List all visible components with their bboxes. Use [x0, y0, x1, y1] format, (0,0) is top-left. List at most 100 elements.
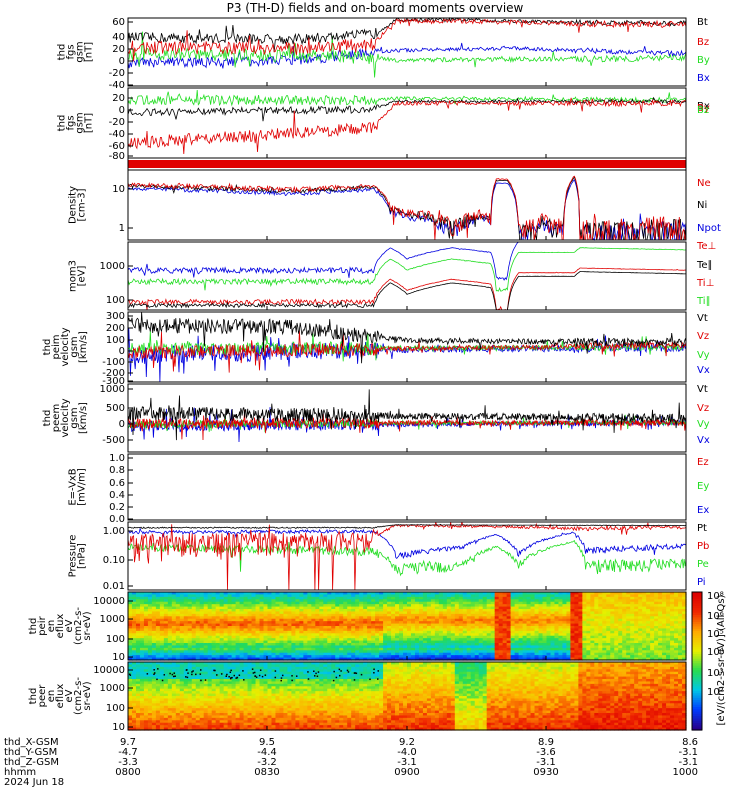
y-axis-label: thd — [57, 115, 68, 132]
y-tick-label: 300 — [106, 311, 125, 322]
legend-entry: Pt — [697, 523, 707, 534]
series-line-ti-par — [127, 247, 687, 292]
y-tick-label: 0 — [119, 105, 125, 116]
y-tick-label: 100 — [106, 295, 125, 306]
x-tick-label: 0830 — [254, 767, 279, 778]
y-axis-label: fgs — [66, 115, 77, 130]
y-axis-label: mom3 — [68, 260, 79, 292]
y-tick-label: 20 — [112, 44, 125, 55]
series-line-bz2 — [127, 89, 687, 107]
y-tick-label: 0.10 — [103, 555, 125, 566]
series-line-by2 — [127, 97, 687, 155]
legend-entry: Vy — [697, 419, 710, 430]
y-axis-label: [mV/m] — [77, 468, 88, 506]
spectrogram-ion — [128, 592, 687, 661]
colorbar-tick-label: 10³ — [707, 668, 724, 679]
y-axis-label: thd — [57, 44, 68, 61]
y-axis-label: [nPa] — [77, 543, 88, 569]
y-tick-label: 0.6 — [109, 478, 125, 489]
y-axis-label: [cm-3] — [77, 188, 88, 221]
y-axis-label: peer — [37, 684, 48, 708]
legend-entry: Ni — [697, 200, 707, 211]
x-tick-label: 1000 — [673, 767, 698, 778]
legend-entry: Pi — [697, 577, 706, 588]
legend-entry: Ti⊥ — [696, 278, 714, 289]
y-tick-label: 500 — [106, 403, 125, 414]
y-tick-label: 0 — [119, 419, 125, 430]
legend-entry: Vz — [697, 403, 709, 414]
y-axis-label: velocity — [60, 327, 71, 366]
y-axis-label: gsm — [69, 407, 80, 428]
colorbar-label: [eV/(cm2-s-sr-eV)] (All Qs) — [716, 594, 727, 725]
x-axis-row-label: thd_Y-GSM — [4, 747, 57, 758]
x-tick-label: -4.4 — [257, 747, 277, 758]
legend-entry: Vx — [697, 365, 710, 376]
y-axis-label: thd — [42, 410, 53, 427]
y-axis-label: en — [46, 620, 57, 633]
x-tick-label: 0930 — [533, 767, 558, 778]
legend-entry: Te⊥ — [696, 241, 716, 252]
x-tick-label: 0800 — [115, 767, 140, 778]
y-tick-label: 1000 — [100, 261, 125, 272]
legend-entry: Vz — [697, 331, 709, 342]
y-tick-label: 0 — [119, 346, 125, 357]
colorbar — [691, 591, 703, 731]
x-tick-label: 9.5 — [259, 737, 275, 748]
series-line-viz — [127, 330, 687, 373]
panel-frame-temp — [127, 241, 687, 311]
y-axis-label: gsm — [75, 112, 86, 133]
y-axis-label: eV — [64, 619, 75, 632]
x-tick-label: 9.2 — [399, 737, 415, 748]
x-tick-label: -3.2 — [257, 757, 277, 768]
series-line-bx — [127, 42, 687, 69]
legend-entry: Ti∥ — [696, 296, 711, 307]
legend-entry: Pb — [697, 541, 709, 552]
y-tick-label: 1 — [119, 223, 125, 234]
x-tick-label: -3.3 — [118, 757, 138, 768]
y-tick-label: -20 — [109, 68, 125, 79]
y-tick-label: -40 — [109, 129, 125, 140]
y-axis-label: eflux — [55, 614, 66, 639]
y-axis-label: (cm2-s- — [73, 607, 84, 645]
y-axis-label: sr-eV) — [82, 611, 93, 640]
y-axis-label: eV — [64, 689, 75, 702]
series-line-pt — [127, 523, 687, 529]
y-tick-label: -500 — [102, 435, 125, 446]
y-tick-label: 20 — [112, 93, 125, 104]
y-tick-label: 0.4 — [109, 490, 125, 501]
y-axis-label: thd — [42, 339, 53, 356]
colorbar-tick-label: 10⁸ — [707, 591, 724, 602]
x-axis-row-label: thd_Z-GSM — [4, 757, 59, 768]
y-tick-label: 100 — [106, 703, 125, 714]
legend-entry: By — [697, 103, 710, 114]
y-axis-label: en — [46, 690, 57, 703]
y-tick-label: 1.00 — [103, 526, 125, 537]
y-axis-label: thd — [28, 688, 39, 705]
y-tick-label: 0.8 — [109, 465, 125, 476]
x-tick-label: 8.9 — [538, 737, 554, 748]
legend-entry: Npot — [697, 223, 721, 234]
y-tick-label: -100 — [102, 357, 125, 368]
y-tick-label: 1.0 — [109, 453, 125, 464]
x-tick-label: -3.1 — [536, 757, 556, 768]
y-axis-label: thd — [28, 618, 39, 635]
y-tick-label: 40 — [112, 32, 125, 43]
y-tick-label: 10000 — [93, 596, 125, 607]
y-tick-label: -20 — [109, 117, 125, 128]
series-line-vix — [127, 328, 687, 383]
y-tick-label: 0 — [119, 56, 125, 67]
y-tick-label: -300 — [102, 376, 125, 387]
y-tick-label: 10 — [112, 652, 125, 663]
y-axis-label: Pressure — [68, 535, 79, 578]
y-tick-label: 1000 — [100, 614, 125, 625]
y-tick-label: 0.0 — [109, 514, 125, 525]
y-tick-label: -200 — [102, 368, 125, 379]
y-tick-label: 10 — [112, 722, 125, 733]
legend-entry: Pe — [697, 559, 709, 570]
series-line-vet — [127, 389, 687, 441]
x-tick-label: 8.6 — [682, 737, 698, 748]
y-axis-label: sr-eV) — [82, 681, 93, 710]
y-axis-label: gsm — [69, 336, 80, 357]
colorbar-tick-label: 10⁶ — [707, 611, 724, 622]
spectrogram-electron — [128, 662, 687, 731]
